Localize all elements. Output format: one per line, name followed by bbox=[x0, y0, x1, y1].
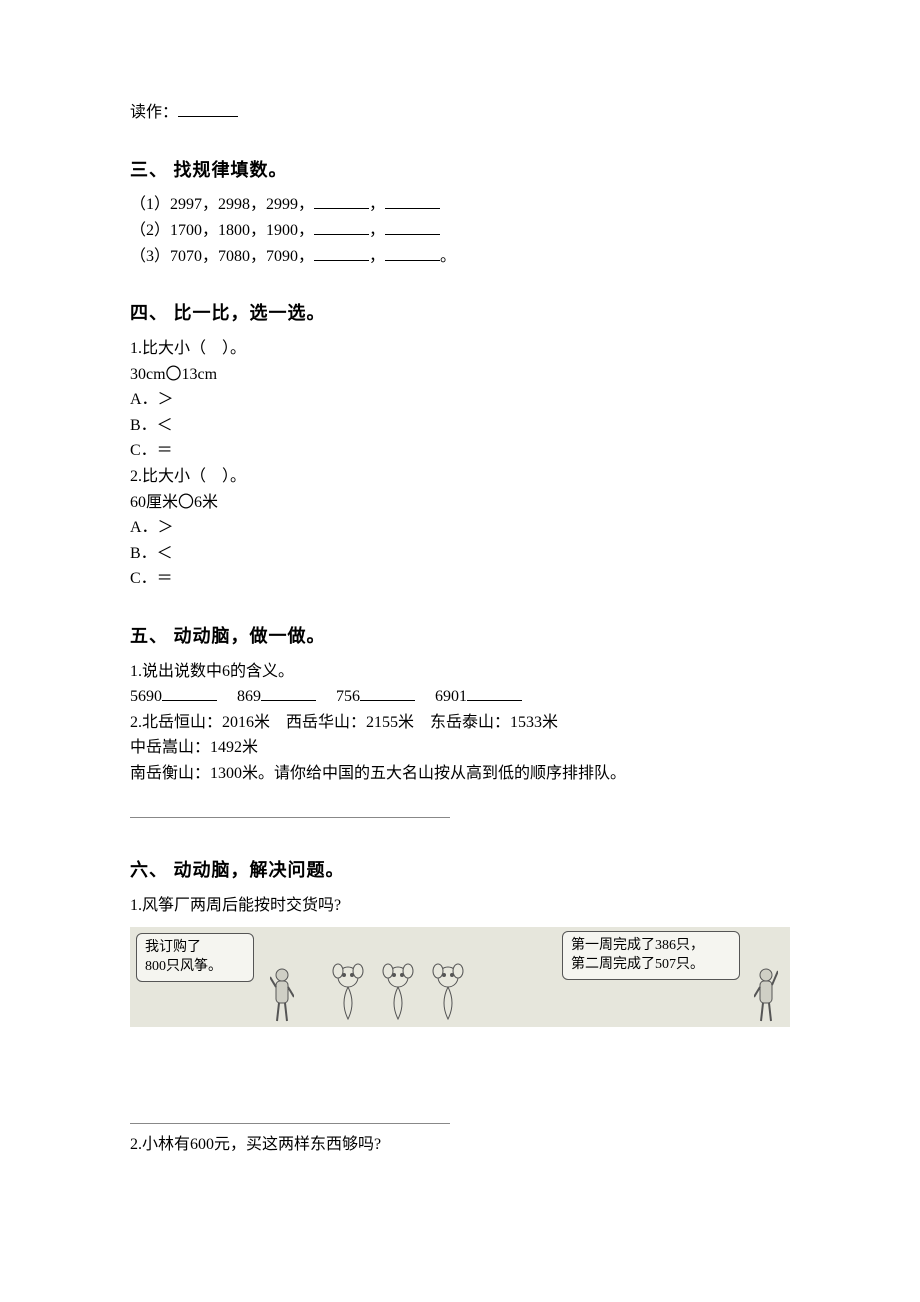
q4-2-optA[interactable]: A．＞ bbox=[130, 515, 790, 541]
q5-2-line1: 2.北岳恒山：2016米 西岳华山：2155米 东岳泰山：1533米 bbox=[130, 710, 790, 736]
row-label: （2） bbox=[130, 222, 170, 239]
row-seq: 1700，1800，1900， bbox=[170, 222, 314, 239]
blank[interactable] bbox=[385, 244, 440, 261]
q4-2-optC[interactable]: C．＝ bbox=[130, 566, 790, 592]
blank[interactable] bbox=[314, 192, 369, 209]
bubble-left-l2: 800只风筝。 bbox=[145, 959, 222, 974]
read-as-line: 读作： bbox=[130, 100, 790, 126]
kite-icon bbox=[330, 963, 366, 1023]
blank[interactable] bbox=[162, 684, 217, 701]
q4-1-stem: 1.比大小（ ）。 bbox=[130, 336, 790, 362]
num-c: 756 bbox=[336, 688, 360, 705]
blank-long[interactable] bbox=[130, 801, 450, 818]
q4-1-optB[interactable]: B．＜ bbox=[130, 413, 790, 439]
q5-2-line2: 中岳嵩山：1492米 bbox=[130, 735, 790, 761]
blank[interactable] bbox=[314, 244, 369, 261]
q6-1-stem: 1.风筝厂两周后能按时交货吗? bbox=[130, 893, 790, 919]
row-seq: 7070，7080，7090， bbox=[170, 248, 314, 265]
num-b: 869 bbox=[237, 688, 261, 705]
seq-row-3: （3）7070，7080，7090，，。 bbox=[130, 244, 790, 270]
q5-answer-line bbox=[130, 801, 790, 827]
q4-1-expr: 30cm〇13cm bbox=[130, 362, 790, 388]
blank-long[interactable] bbox=[130, 1107, 450, 1124]
q4-1-optC[interactable]: C．＝ bbox=[130, 438, 790, 464]
kite-illustration: 我订购了 800只风筝。 第一周完成了386只， 第二周完成了507只。 bbox=[130, 927, 790, 1027]
num-d: 6901 bbox=[435, 688, 467, 705]
blank[interactable] bbox=[314, 218, 369, 235]
blank[interactable] bbox=[261, 684, 316, 701]
seq-row-1: （1）2997，2998，2999，， bbox=[130, 192, 790, 218]
row-label: （1） bbox=[130, 196, 170, 213]
blank[interactable] bbox=[385, 218, 440, 235]
kite-icon bbox=[430, 963, 466, 1023]
row-tail: 。 bbox=[440, 248, 456, 265]
q6-2-stem: 2.小林有600元，买这两样东西够吗? bbox=[130, 1132, 790, 1158]
bubble-right-l1: 第一周完成了386只， bbox=[571, 938, 704, 953]
section-3-title: 三、 找规律填数。 bbox=[130, 156, 790, 185]
q4-2-optB[interactable]: B．＜ bbox=[130, 541, 790, 567]
num-a: 5690 bbox=[130, 688, 162, 705]
section-4-title: 四、 比一比，选一选。 bbox=[130, 299, 790, 328]
q6-1-answer-line bbox=[130, 1107, 790, 1133]
blank[interactable] bbox=[467, 684, 522, 701]
person-left-icon bbox=[270, 967, 294, 1023]
row-seq: 2997，2998，2999， bbox=[170, 196, 314, 213]
q5-1-stem: 1.说出说数中6的含义。 bbox=[130, 659, 790, 685]
kite-icon bbox=[380, 963, 416, 1023]
section-6-title: 六、 动动脑，解决问题。 bbox=[130, 856, 790, 885]
blank[interactable] bbox=[360, 684, 415, 701]
q5-2-line3: 南岳衡山：1300米。请你给中国的五大名山按从高到低的顺序排排队。 bbox=[130, 761, 790, 787]
speech-bubble-right: 第一周完成了386只， 第二周完成了507只。 bbox=[562, 931, 740, 980]
q5-1-numbers: 5690 869 756 6901 bbox=[130, 684, 790, 710]
q4-1-optA[interactable]: A．＞ bbox=[130, 387, 790, 413]
blank[interactable] bbox=[178, 100, 238, 117]
section-5-title: 五、 动动脑，做一做。 bbox=[130, 622, 790, 651]
worksheet-page: 读作： 三、 找规律填数。 （1）2997，2998，2999，， （2）170… bbox=[0, 0, 920, 1218]
bubble-left-l1: 我订购了 bbox=[145, 940, 201, 955]
blank[interactable] bbox=[385, 192, 440, 209]
bubble-right-l2: 第二周完成了507只。 bbox=[571, 957, 704, 972]
q4-2-stem: 2.比大小（ ）。 bbox=[130, 464, 790, 490]
person-right-icon bbox=[754, 967, 778, 1023]
speech-bubble-left: 我订购了 800只风筝。 bbox=[136, 933, 254, 982]
read-as-prefix: 读作： bbox=[130, 104, 178, 121]
q4-2-expr: 60厘米〇6米 bbox=[130, 490, 790, 516]
seq-row-2: （2）1700，1800，1900，， bbox=[130, 218, 790, 244]
row-label: （3） bbox=[130, 248, 170, 265]
